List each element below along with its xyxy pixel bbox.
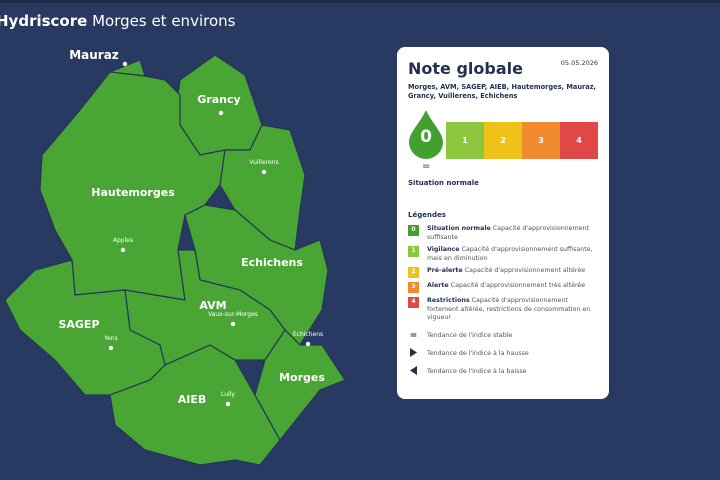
- locality-label: Vuillerens: [249, 159, 278, 166]
- region-label: SAGEP: [58, 318, 99, 331]
- level-code: 1: [408, 246, 419, 257]
- legend: 0 Situation normale Capacité d'approvisio…: [408, 225, 598, 323]
- drop-shape: [409, 110, 443, 159]
- trend-icon-svg: [410, 347, 417, 357]
- region-shape: [4, 259, 166, 396]
- communes: Morges, AVM, SAGEP, AIEB, Hautemorges, M…: [408, 83, 597, 100]
- trend-item: Tendance de l'indice à la hausse: [408, 345, 598, 363]
- locality-dot: [261, 169, 267, 175]
- level-code: 0: [408, 225, 419, 236]
- locality-dot: [230, 321, 236, 327]
- locality-label: Echichens: [293, 331, 323, 338]
- page-title: Morges et environs: [92, 12, 236, 30]
- trend-arrow: [410, 365, 417, 375]
- trend-text: Tendance de l'indice à la baisse: [427, 368, 527, 375]
- legend-text: Vigilance Capacité d'approvisionnement s…: [427, 246, 598, 263]
- region-label: Morges: [279, 371, 325, 384]
- trend-arrow: [410, 347, 417, 357]
- legend-item: 3 Alerte Capacité d'approvisionnement trè…: [408, 282, 598, 293]
- scale-step: 1: [446, 122, 484, 159]
- locality-label: Lully: [221, 391, 235, 398]
- scale-step: 2: [484, 122, 522, 159]
- score-value: 0: [420, 127, 432, 147]
- locality-dot: [120, 247, 126, 253]
- locality-dot: [108, 345, 114, 351]
- legend-item: 1 Vigilance Capacité d'approvisionnement …: [408, 246, 598, 263]
- top-bar: [0, 0, 720, 3]
- score-card: Note globale 05.05.2026 Morges, AVM, SAG…: [397, 47, 609, 399]
- trend: =: [422, 161, 431, 172]
- region-label: AIEB: [178, 393, 207, 406]
- locality-dot: [218, 110, 224, 116]
- locality-dot: [122, 61, 128, 67]
- date: 05.05.2026: [560, 59, 598, 67]
- region-label: AVM: [199, 299, 226, 312]
- legend-text: Pré-alerte Capacité d'approvisionnement …: [427, 267, 585, 276]
- trend-legend: = Tendance de l'indice stable Tendance de …: [408, 327, 598, 381]
- locality-dot: [225, 401, 231, 407]
- scale-step: 3: [522, 122, 560, 159]
- region-shape: [254, 329, 346, 442]
- level-name: Vigilance: [427, 246, 460, 253]
- trend-text: Tendance de l'indice stable: [427, 332, 513, 339]
- score-drop: 0: [408, 109, 444, 159]
- level-desc: Capacité d'approvisionnement très altéré…: [450, 282, 586, 289]
- locality-label: Apples: [113, 237, 133, 244]
- legend-text: Alerte Capacité d'approvisionnement très…: [427, 282, 585, 291]
- legend-item: 2 Pré-alerte Capacité d'approvisionnement…: [408, 267, 598, 278]
- level-name: Situation normale: [427, 225, 491, 232]
- locality-dot: [305, 341, 311, 347]
- trend-item: = Tendance de l'indice stable: [408, 327, 598, 345]
- region-label: Grancy: [197, 93, 240, 106]
- trend-text: Tendance de l'indice à la hausse: [427, 350, 529, 357]
- level-code: 4: [408, 297, 419, 308]
- region-label: Hautemorges: [91, 186, 175, 199]
- region-label: Mauraz: [69, 48, 119, 62]
- level-name: Pré-alerte: [427, 267, 463, 274]
- map: Mauraz Grancy Hautemorges Echichens AVM SAGEP…: [4, 48, 346, 466]
- trend-symbol: =: [409, 330, 418, 341]
- trend-icon-svg: [410, 365, 417, 375]
- level-code: 3: [408, 282, 419, 293]
- trend-icon: [408, 347, 419, 361]
- locality-label: Yens: [103, 335, 118, 342]
- status: Situation normale: [408, 179, 479, 187]
- card-title: Note globale: [408, 59, 523, 78]
- region-label: Echichens: [241, 256, 303, 269]
- legend-text: Situation normale Capacité d'approvision…: [427, 225, 598, 242]
- level-desc: Capacité d'approvisionnement suffisante: [427, 225, 590, 241]
- level-desc: Capacité d'approvisionnement suffisante,…: [427, 246, 593, 262]
- legend-title: Légendes: [408, 211, 446, 219]
- brand: Hydriscore: [0, 12, 88, 30]
- scale-step: 4: [560, 122, 598, 159]
- app-title: Hydriscore Morges et environs: [0, 12, 235, 30]
- level-desc: Capacité d'approvisionnement fortement a…: [427, 297, 591, 321]
- legend-item: 4 Restrictions Capacité d'approvisionneme…: [408, 297, 598, 323]
- level-name: Alerte: [427, 282, 449, 289]
- level-code: 2: [408, 267, 419, 278]
- level-name: Restrictions: [427, 297, 470, 304]
- drop: [409, 110, 443, 159]
- legend-item: 0 Situation normale Capacité d'approvisio…: [408, 225, 598, 242]
- trend-item: Tendance de l'indice à la baisse: [408, 363, 598, 381]
- legend-text: Restrictions Capacité d'approvisionnemen…: [427, 297, 598, 323]
- level-desc: Capacité d'approvisionnement altérée: [464, 267, 586, 274]
- trend-icon: [408, 365, 419, 379]
- locality-label: Vaux-sur-Morges: [208, 311, 258, 318]
